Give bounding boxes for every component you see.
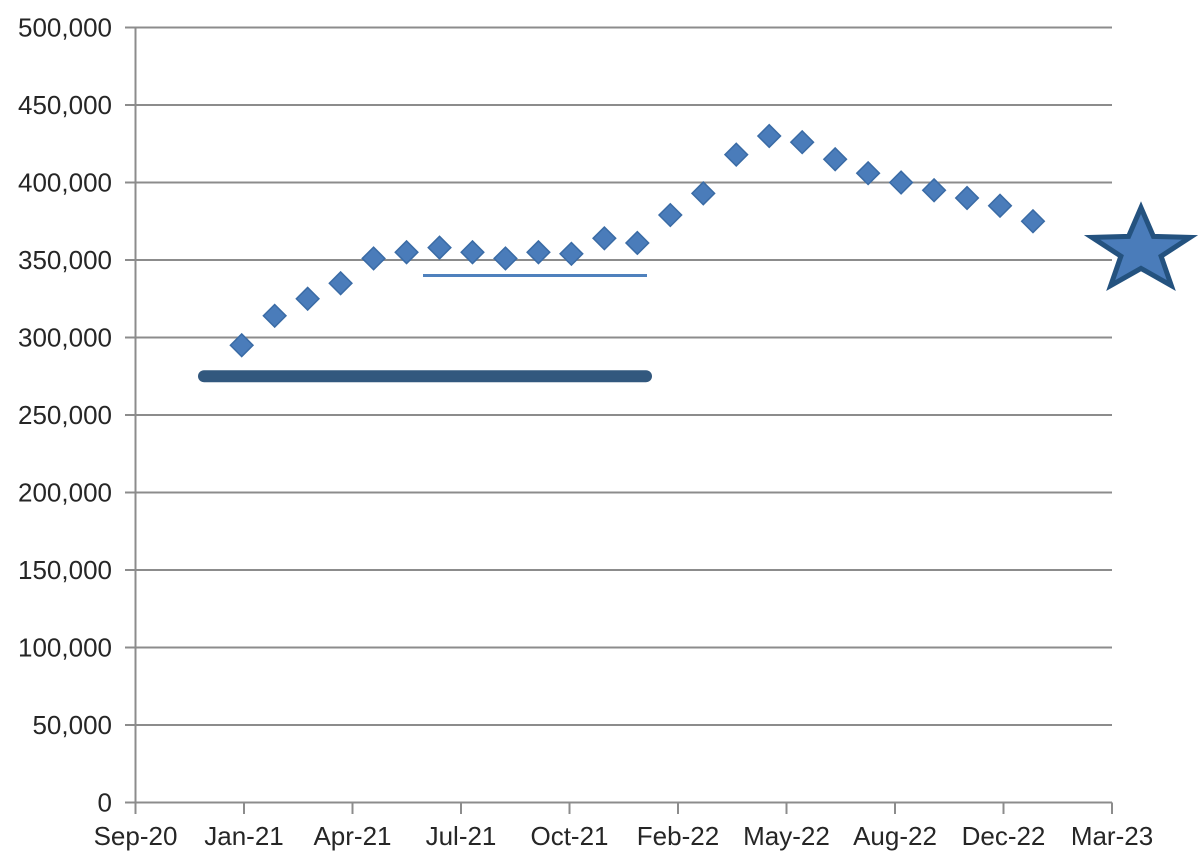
data-point xyxy=(328,270,353,296)
y-axis-tick-label: 100,000 xyxy=(18,633,112,663)
data-points xyxy=(229,123,1046,358)
data-point xyxy=(921,177,947,203)
data-point xyxy=(427,235,452,260)
data-point xyxy=(526,239,551,265)
data-point xyxy=(756,123,782,149)
data-point xyxy=(690,180,716,206)
star-marker xyxy=(1083,201,1199,292)
data-point xyxy=(295,286,321,312)
x-axis-tick-label: May-22 xyxy=(743,821,830,851)
data-point xyxy=(229,332,255,358)
data-point xyxy=(954,185,980,211)
data-point xyxy=(822,146,848,172)
y-axis-tick-label: 50,000 xyxy=(32,710,112,740)
data-point xyxy=(262,303,288,329)
data-point xyxy=(460,239,485,265)
x-axis-tick-label: Oct-21 xyxy=(530,821,608,851)
data-point xyxy=(493,246,518,271)
x-axis-tick-label: Feb-22 xyxy=(637,821,719,851)
data-point xyxy=(789,129,815,155)
y-axis-tick-label: 500,000 xyxy=(18,13,112,43)
x-axis-tick-label: Apr-21 xyxy=(313,821,391,851)
data-point xyxy=(657,202,683,228)
data-point xyxy=(723,142,749,167)
x-axis-tick-label: Dec-22 xyxy=(962,821,1046,851)
data-point xyxy=(559,241,584,267)
data-point xyxy=(361,246,386,271)
x-axis-tick-label: Sep-20 xyxy=(94,821,178,851)
gridlines xyxy=(125,26,1112,804)
y-axis-tick-label: 0 xyxy=(98,788,112,818)
y-axis-labels: 500,000 450,000 400,000 350,000 300,000 250,0… xyxy=(18,13,112,818)
x-axis-ticks xyxy=(134,802,1113,814)
y-axis-tick-label: 400,000 xyxy=(18,168,112,198)
data-point xyxy=(987,193,1013,219)
y-axis-tick-label: 250,000 xyxy=(18,400,112,430)
y-axis-tick-label: 350,000 xyxy=(18,245,112,275)
x-axis-labels: Sep-20 Jan-21 Apr-21 Jul-21 Oct-21 Feb-22 May-… xyxy=(94,821,1154,851)
y-axis-tick-label: 450,000 xyxy=(18,90,112,120)
data-point xyxy=(394,239,419,265)
y-axis-tick-label: 300,000 xyxy=(18,323,112,353)
data-point xyxy=(624,230,650,256)
data-point xyxy=(855,160,881,186)
x-axis-tick-label: Jul-21 xyxy=(426,821,497,851)
x-axis-tick-label: Mar-23 xyxy=(1071,821,1153,851)
y-axis-tick-label: 150,000 xyxy=(18,555,112,585)
data-point xyxy=(1020,208,1046,234)
data-point xyxy=(592,225,617,251)
x-axis-tick-label: Jan-21 xyxy=(204,821,284,851)
data-point xyxy=(888,170,914,195)
y-axis-tick-label: 200,000 xyxy=(18,478,112,508)
x-axis-tick-label: Aug-22 xyxy=(853,821,937,851)
